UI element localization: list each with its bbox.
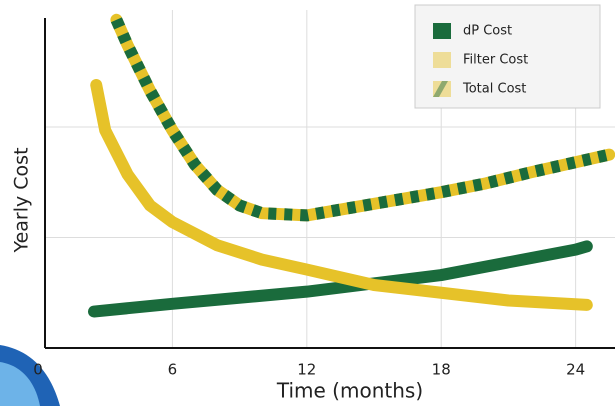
x-tick-label: 6	[168, 361, 178, 379]
y-axis-label: Yearly Cost	[11, 147, 33, 253]
x-tick-label: 24	[566, 361, 585, 379]
x-tick-label: 12	[297, 361, 316, 379]
page: Yearly Cost Time (months) 0 6 12 18 24 dP Cos…	[0, 0, 615, 406]
legend-label: Total Cost	[462, 82, 526, 97]
legend-swatch	[433, 52, 451, 68]
x-tick-label: 0	[33, 361, 43, 379]
chart: Yearly Cost Time (months) 0 6 12 18 24 dP Cos…	[0, 0, 615, 406]
x-axis-label: Time (months)	[276, 379, 423, 403]
legend-label: Filter Cost	[463, 53, 528, 68]
legend-swatch	[433, 23, 451, 39]
legend-label: dP Cost	[463, 24, 512, 39]
x-tick-label: 18	[432, 361, 451, 379]
